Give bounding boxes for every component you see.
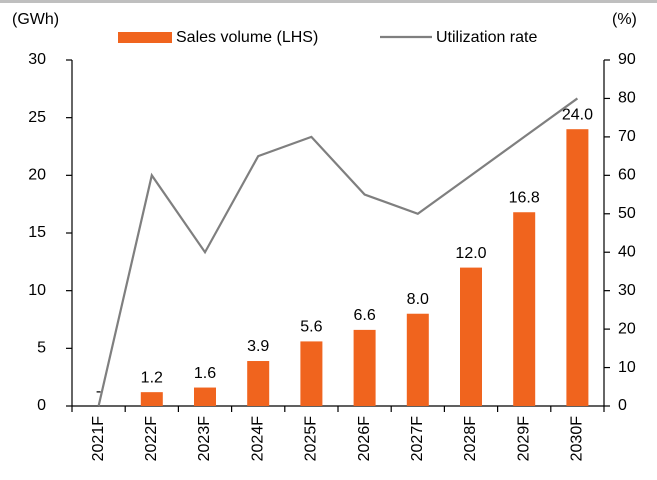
bar	[194, 387, 216, 406]
y-axis-label: (GWh)	[12, 11, 59, 28]
y-tick-label: 20	[28, 167, 46, 184]
bar	[566, 129, 589, 406]
y-tick-label: 15	[28, 224, 46, 241]
x-tick-label: 2022F	[143, 416, 160, 462]
line	[97, 97, 579, 407]
x-tick-label: 2021F	[90, 416, 107, 462]
y2-tick-label: 90	[618, 51, 636, 68]
x-tick-label: 2030F	[569, 416, 586, 462]
y2-tick-label: 50	[618, 205, 636, 222]
y2-tick-label: 30	[618, 282, 636, 299]
x-tick-label: 2028F	[462, 416, 479, 462]
bar-value-label: 16.8	[509, 189, 540, 206]
y2-tick-label: 80	[618, 90, 636, 107]
y2-tick-label: 60	[618, 167, 636, 184]
legend-swatch	[118, 32, 172, 43]
bar	[140, 392, 163, 406]
bar	[406, 313, 429, 406]
legend-label: Utilization rate	[436, 29, 537, 46]
x-tick-label: 2023F	[196, 416, 213, 462]
bar-value-label: 24.0	[562, 106, 593, 123]
y2-tick-label: 0	[618, 397, 627, 414]
bar-value-label: 8.0	[407, 291, 429, 308]
bar	[353, 329, 376, 406]
x-tick-label: 2024F	[249, 416, 266, 462]
y-tick-label: 10	[28, 282, 46, 299]
bar-value-label: 12.0	[455, 245, 486, 262]
y2-axis-label: (%)	[612, 11, 637, 28]
x-tick-label: 2026F	[356, 416, 373, 462]
y2-tick-label: 40	[618, 243, 636, 260]
bar-value-label: -	[96, 383, 101, 400]
bar	[247, 361, 270, 406]
bar-value-label: 1.6	[194, 365, 216, 382]
y-tick-label: 5	[37, 340, 46, 357]
x-tick-label: 2027F	[409, 416, 426, 462]
bar-value-label: 6.6	[353, 307, 375, 324]
y-tick-label: 0	[37, 397, 46, 414]
y-tick-label: 30	[28, 51, 46, 68]
legend-label: Sales volume (LHS)	[176, 29, 318, 46]
x-tick-label: 2025F	[303, 416, 320, 462]
y2-tick-label: 10	[618, 359, 636, 376]
y2-tick-label: 20	[618, 320, 636, 337]
bar	[460, 267, 482, 406]
y-tick-label: 25	[28, 109, 46, 126]
bar	[513, 212, 536, 406]
bar	[300, 341, 323, 406]
bar-value-label: 3.9	[247, 338, 269, 355]
x-tick-label: 2029F	[515, 416, 532, 462]
y2-tick-label: 70	[618, 128, 636, 145]
bar-value-label: 5.6	[300, 319, 322, 336]
bar-value-label: 1.2	[141, 369, 163, 386]
